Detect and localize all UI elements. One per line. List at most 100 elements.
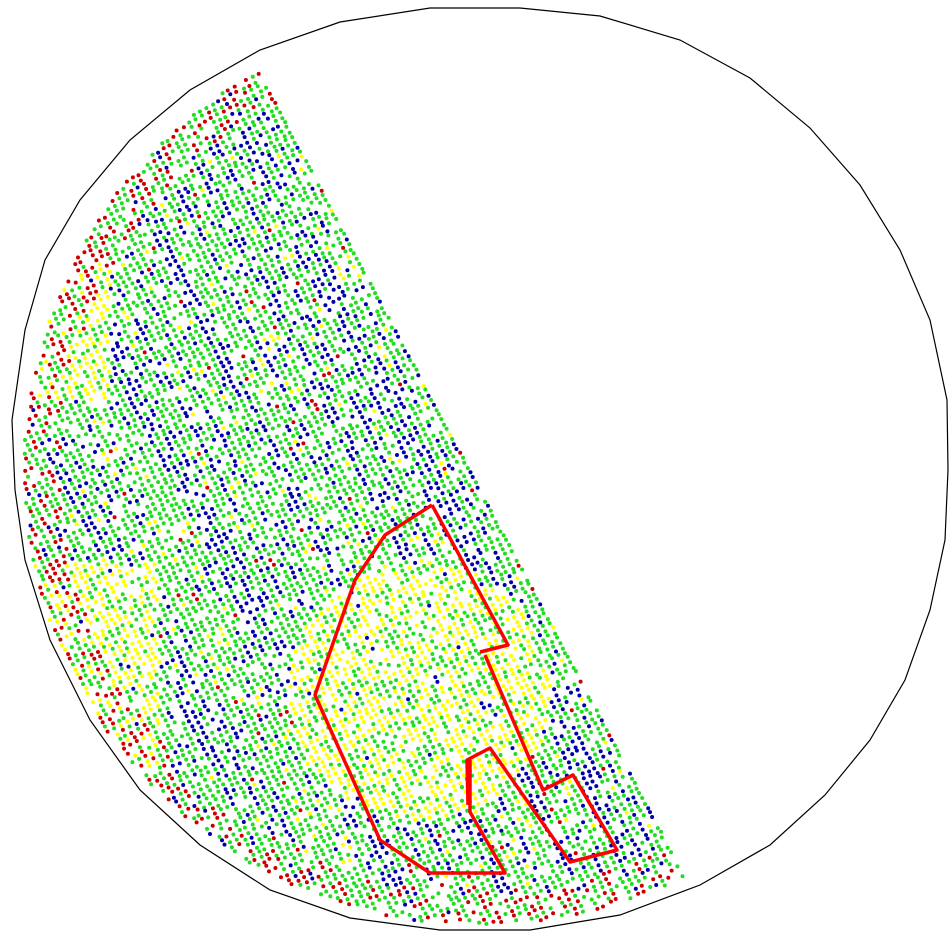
yield-point (339, 439, 344, 444)
yield-point (341, 381, 345, 386)
yield-point (315, 544, 320, 549)
yield-point (353, 642, 358, 647)
yield-point (473, 648, 478, 653)
yield-point (316, 350, 321, 355)
yield-point (474, 480, 478, 485)
yield-point (162, 235, 166, 240)
yield-point (225, 295, 230, 299)
yield-point (335, 416, 340, 421)
yield-point (299, 528, 304, 533)
yield-point (108, 256, 113, 261)
yield-point (315, 601, 320, 606)
yield-point (119, 337, 124, 342)
yield-point (379, 754, 384, 759)
yield-point (342, 667, 347, 672)
yield-point (396, 800, 401, 805)
yield-point (624, 810, 629, 815)
yield-point (242, 403, 247, 408)
yield-point (510, 807, 515, 812)
yield-point (327, 295, 332, 300)
yield-point (220, 214, 225, 219)
yield-point (363, 767, 368, 772)
yield-point (199, 456, 204, 461)
yield-point (458, 842, 463, 847)
yield-point (325, 546, 329, 551)
yield-point (454, 727, 459, 732)
yield-point (516, 607, 521, 612)
yield-point (609, 888, 614, 892)
yield-point (496, 809, 501, 814)
yield-point (289, 534, 293, 539)
yield-point (427, 648, 432, 652)
yield-point (268, 438, 273, 443)
yield-point (151, 306, 156, 311)
yield-point (481, 661, 486, 666)
yield-point (543, 674, 548, 679)
yield-point (357, 578, 362, 582)
yield-point (540, 682, 545, 687)
yield-point (458, 736, 463, 741)
yield-point (608, 825, 613, 830)
yield-point (275, 542, 280, 547)
yield-point (464, 659, 469, 664)
yield-point (332, 275, 337, 280)
yield-point (552, 750, 557, 755)
yield-point (440, 628, 445, 632)
yield-point (226, 299, 231, 304)
yield-point (466, 888, 471, 893)
yield-point (403, 721, 408, 726)
yield-point (274, 342, 279, 347)
yield-point (361, 657, 366, 662)
yield-point (494, 910, 499, 915)
yield-point (314, 327, 319, 332)
yield-point (535, 895, 540, 900)
yield-point (476, 620, 481, 625)
yield-point (346, 584, 351, 589)
yield-point (473, 841, 478, 846)
yield-point (603, 740, 608, 745)
yield-point (549, 774, 554, 779)
yield-point (366, 443, 371, 447)
yield-point (170, 205, 175, 209)
yield-point (460, 741, 465, 746)
yield-point (309, 634, 314, 639)
yield-point (448, 567, 453, 572)
yield-point (444, 588, 448, 593)
yield-point (588, 773, 593, 778)
yield-point (386, 720, 391, 725)
yield-point (618, 876, 623, 881)
yield-point (382, 683, 387, 688)
yield-point (238, 381, 243, 386)
yield-point (299, 467, 304, 472)
yield-point (403, 784, 408, 789)
yield-point (395, 348, 399, 353)
yield-point (320, 416, 325, 421)
yield-point (640, 827, 645, 832)
yield-point (333, 679, 338, 683)
yield-point (275, 286, 280, 291)
yield-point (388, 816, 393, 821)
yield-point (543, 704, 547, 709)
yield-point (280, 208, 285, 213)
yield-point (464, 540, 469, 544)
yield-point (139, 252, 143, 257)
yield-point (184, 458, 189, 463)
yield-point (302, 290, 306, 295)
yield-point (457, 898, 461, 903)
yield-point (554, 649, 558, 654)
yield-point (301, 453, 306, 457)
yield-point (461, 729, 466, 734)
yield-point (143, 306, 147, 311)
yield-point (268, 558, 273, 563)
yield-point (581, 865, 586, 870)
yield-point (468, 861, 473, 866)
yield-point (207, 248, 211, 252)
yield-point (494, 791, 499, 796)
yield-point (511, 838, 516, 843)
yield-point (539, 874, 544, 879)
yield-point (649, 842, 654, 847)
yield-point (404, 590, 409, 595)
yield-point (265, 327, 270, 332)
yield-point (149, 333, 154, 338)
yield-point (177, 208, 182, 212)
